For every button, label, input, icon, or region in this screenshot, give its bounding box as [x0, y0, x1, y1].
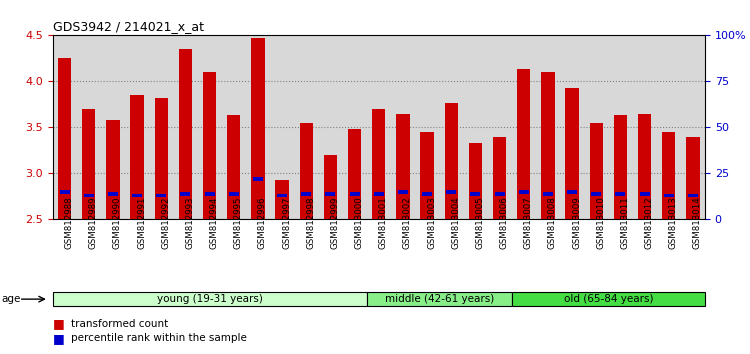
- Text: GSM812988: GSM812988: [64, 197, 74, 249]
- Text: GSM812992: GSM812992: [161, 197, 170, 249]
- Text: GSM812993: GSM812993: [185, 197, 194, 249]
- Bar: [106, 120, 119, 219]
- Bar: [517, 69, 530, 219]
- Text: GSM813006: GSM813006: [500, 196, 508, 250]
- Bar: [422, 192, 432, 195]
- Text: GSM812995: GSM812995: [234, 197, 243, 249]
- Bar: [156, 194, 166, 198]
- Bar: [154, 98, 168, 219]
- Bar: [302, 192, 311, 195]
- Text: GSM813010: GSM813010: [596, 196, 605, 250]
- Bar: [350, 192, 359, 195]
- Text: ■: ■: [53, 318, 64, 330]
- Text: old (65-84 years): old (65-84 years): [563, 294, 653, 304]
- Bar: [519, 190, 529, 194]
- Bar: [398, 190, 408, 194]
- Bar: [494, 192, 505, 195]
- Bar: [566, 88, 579, 219]
- Bar: [326, 192, 335, 195]
- Bar: [132, 194, 142, 198]
- Bar: [493, 137, 506, 219]
- Text: GSM812998: GSM812998: [306, 197, 315, 249]
- Bar: [688, 194, 698, 198]
- Bar: [59, 190, 70, 194]
- Bar: [372, 109, 386, 219]
- Text: GSM812999: GSM812999: [331, 197, 340, 249]
- Bar: [277, 194, 287, 198]
- Text: transformed count: transformed count: [71, 319, 169, 329]
- Text: GSM812994: GSM812994: [209, 197, 218, 249]
- Bar: [108, 192, 118, 195]
- Text: GSM813011: GSM813011: [620, 196, 629, 250]
- Bar: [445, 103, 458, 219]
- Bar: [229, 192, 238, 195]
- Bar: [591, 192, 602, 195]
- Bar: [542, 72, 554, 219]
- Bar: [275, 180, 289, 219]
- Bar: [205, 192, 214, 195]
- Bar: [590, 123, 603, 219]
- Text: GSM812990: GSM812990: [113, 197, 122, 249]
- Bar: [614, 115, 627, 219]
- Text: GSM813007: GSM813007: [524, 196, 532, 250]
- Bar: [421, 132, 434, 219]
- Bar: [543, 192, 553, 195]
- Text: age: age: [2, 294, 21, 304]
- Text: GSM812991: GSM812991: [137, 197, 146, 249]
- Text: ■: ■: [53, 332, 64, 344]
- Bar: [470, 192, 481, 195]
- Bar: [130, 95, 144, 219]
- Bar: [58, 58, 71, 219]
- Bar: [251, 38, 265, 219]
- Text: percentile rank within the sample: percentile rank within the sample: [71, 333, 248, 343]
- Text: GSM813000: GSM813000: [355, 196, 364, 250]
- Text: middle (42-61 years): middle (42-61 years): [385, 294, 494, 304]
- Bar: [567, 190, 577, 194]
- Bar: [227, 115, 241, 219]
- Text: GSM813002: GSM813002: [403, 196, 412, 250]
- Bar: [664, 194, 674, 198]
- Text: young (19-31 years): young (19-31 years): [157, 294, 262, 304]
- Bar: [638, 114, 651, 219]
- Bar: [324, 155, 337, 219]
- Bar: [348, 129, 361, 219]
- Bar: [396, 114, 410, 219]
- Bar: [469, 143, 482, 219]
- Text: GDS3942 / 214021_x_at: GDS3942 / 214021_x_at: [53, 20, 203, 33]
- Bar: [686, 137, 700, 219]
- Text: GSM813013: GSM813013: [669, 196, 678, 250]
- Text: GSM813014: GSM813014: [693, 196, 702, 250]
- Text: GSM812989: GSM812989: [88, 197, 98, 249]
- Text: GSM813008: GSM813008: [548, 196, 557, 250]
- Bar: [253, 177, 263, 181]
- Bar: [374, 192, 384, 195]
- Bar: [616, 192, 626, 195]
- Text: GSM812997: GSM812997: [282, 197, 291, 249]
- Bar: [82, 109, 95, 219]
- Text: GSM813009: GSM813009: [572, 197, 581, 249]
- Bar: [662, 132, 676, 219]
- Bar: [446, 190, 456, 194]
- Bar: [181, 192, 190, 195]
- Bar: [84, 194, 94, 198]
- Text: GSM813004: GSM813004: [452, 196, 460, 250]
- Text: GSM813012: GSM813012: [644, 196, 653, 250]
- Text: GSM812996: GSM812996: [258, 197, 267, 249]
- Bar: [299, 123, 313, 219]
- Bar: [203, 72, 216, 219]
- Text: GSM813003: GSM813003: [427, 196, 436, 250]
- Bar: [178, 49, 192, 219]
- Bar: [640, 192, 650, 195]
- Text: GSM813005: GSM813005: [476, 196, 484, 250]
- Text: GSM813001: GSM813001: [379, 196, 388, 250]
